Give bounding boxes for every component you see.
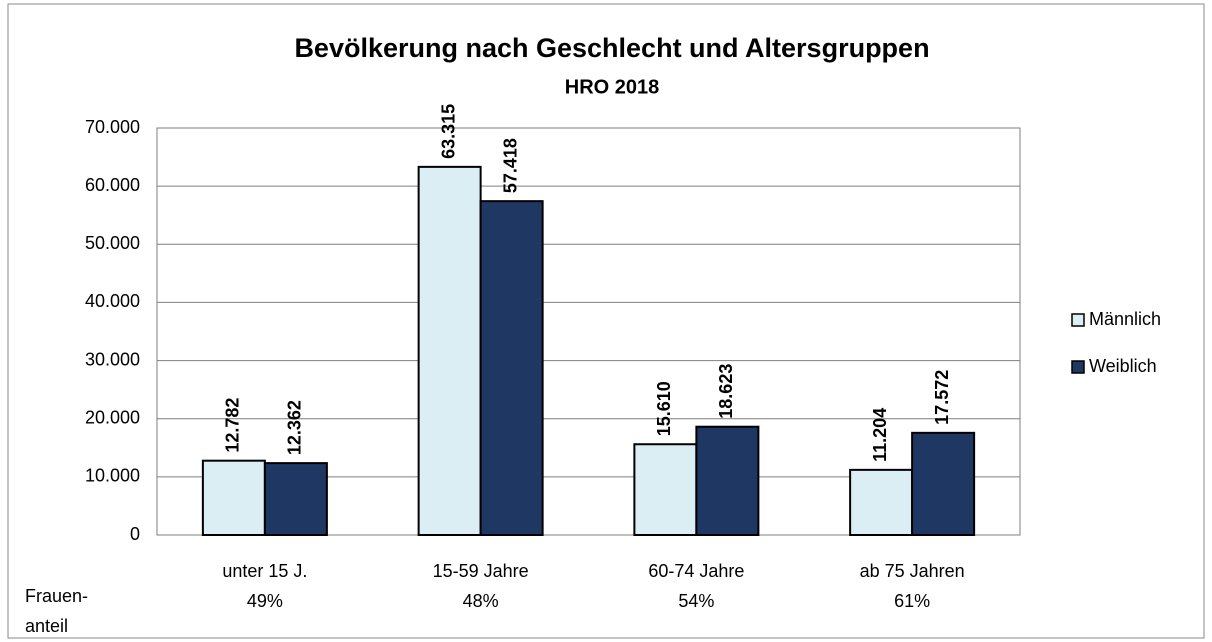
data-label: 63.315 xyxy=(438,104,458,159)
share-label: 48% xyxy=(463,591,499,611)
bar xyxy=(633,443,698,537)
legend-swatch xyxy=(1071,313,1085,327)
plot-border xyxy=(156,127,1021,536)
bar xyxy=(479,200,544,537)
y-tick-label: 40.000 xyxy=(85,291,140,311)
data-label: 11.204 xyxy=(870,408,890,462)
x-tick-label: 60-74 Jahre xyxy=(648,561,744,581)
bar xyxy=(695,425,760,536)
data-label: 57.418 xyxy=(500,138,520,193)
share-row-label: anteil xyxy=(25,616,68,636)
x-tick-label: ab 75 Jahren xyxy=(860,561,965,581)
x-tick-label: 15-59 Jahre xyxy=(433,561,529,581)
data-label: 18.623 xyxy=(716,364,736,419)
chart-title: Bevölkerung nach Geschlecht und Altersgr… xyxy=(294,33,929,63)
y-tick-label: 30.000 xyxy=(85,349,140,369)
data-label: 17.572 xyxy=(932,370,952,425)
bar xyxy=(201,459,266,536)
legend-swatch xyxy=(1071,360,1085,374)
chart-subtitle: HRO 2018 xyxy=(565,76,660,98)
bar xyxy=(417,165,482,536)
y-tick-label: 50.000 xyxy=(85,233,140,253)
x-tick-label: unter 15 J. xyxy=(222,561,307,581)
legend-label: Weiblich xyxy=(1089,356,1157,376)
legend-label: Männlich xyxy=(1089,309,1161,329)
y-tick-label: 10.000 xyxy=(85,466,140,486)
share-label: 61% xyxy=(894,591,930,611)
bar xyxy=(911,431,976,536)
y-tick-label: 70.000 xyxy=(85,117,140,137)
bar xyxy=(263,462,328,537)
data-label: 12.782 xyxy=(223,398,243,453)
data-label: 15.610 xyxy=(654,381,674,436)
bar xyxy=(849,468,914,537)
share-row-label: Frauen- xyxy=(25,586,88,606)
data-label: 12.362 xyxy=(285,400,305,455)
share-label: 54% xyxy=(678,591,714,611)
chart-frame xyxy=(7,3,1205,639)
share-label: 49% xyxy=(247,591,283,611)
y-tick-label: 20.000 xyxy=(85,407,140,427)
y-tick-label: 60.000 xyxy=(85,175,140,195)
y-tick-label: 0 xyxy=(130,524,140,544)
